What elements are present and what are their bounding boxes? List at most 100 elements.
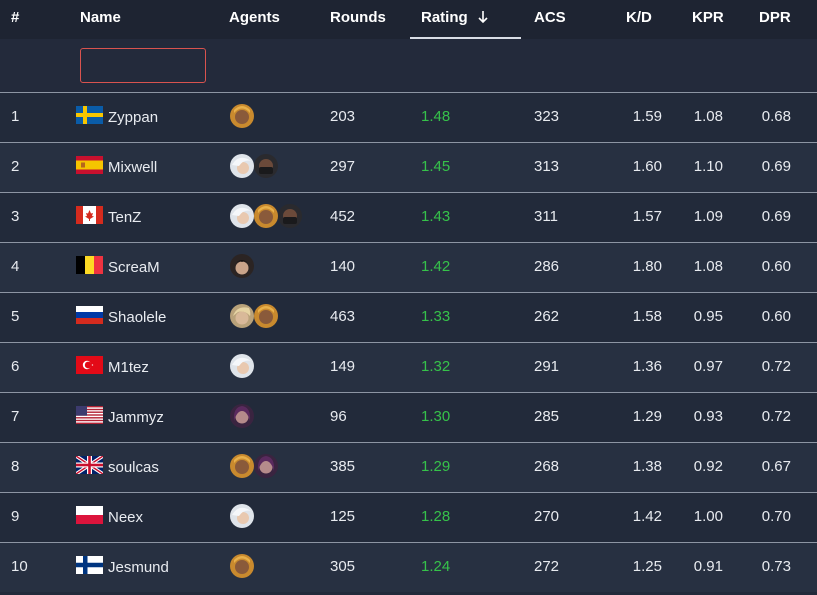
rounds-cell: 149 [330, 358, 356, 375]
yellow-hair-agent-icon [254, 204, 278, 228]
table-row: 3 TenZ 452 1.43 311 1.57 1.09 0.69 [0, 192, 817, 242]
header-rating[interactable]: Rating [421, 9, 468, 26]
rank-cell: 7 [11, 408, 20, 425]
rating-cell: 1.32 [421, 358, 451, 375]
dpr-cell: 0.73 [761, 558, 791, 575]
rounds-cell: 305 [330, 558, 356, 575]
player-name-link[interactable]: Shaolele [108, 309, 167, 326]
acs-cell: 268 [534, 458, 560, 475]
acs-cell: 311 [534, 208, 558, 225]
kpr-cell: 0.97 [693, 358, 723, 375]
rating-cell: 1.43 [421, 208, 451, 225]
blonde-agent-icon [230, 304, 254, 328]
kpr-cell: 1.10 [693, 158, 723, 175]
dpr-cell: 0.72 [761, 358, 791, 375]
yellow-hair-agent-icon [230, 104, 254, 128]
player-name-link[interactable]: Jesmund [108, 559, 169, 576]
table-row: 2 Mixwell 297 1.45 313 1.60 1.10 0.69 [0, 142, 817, 192]
acs-cell: 272 [534, 558, 560, 575]
sort-down-arrow-icon[interactable] [478, 10, 488, 24]
yellow-hair-agent-icon [230, 554, 254, 578]
flag-turkey-icon [76, 356, 103, 374]
kpr-cell: 1.08 [693, 258, 723, 275]
kd-cell: 1.29 [632, 408, 662, 425]
dpr-cell: 0.72 [761, 408, 791, 425]
rank-cell: 6 [11, 358, 20, 375]
player-name-link[interactable]: Mixwell [108, 159, 158, 176]
player-name-link[interactable]: soulcas [108, 459, 159, 476]
kpr-cell: 1.00 [693, 508, 723, 525]
kpr-cell: 0.92 [693, 458, 723, 475]
player-name-link[interactable]: ScreaM [108, 259, 160, 276]
rank-cell: 4 [11, 258, 20, 275]
rank-cell: 10 [11, 558, 28, 575]
header-name[interactable]: Name [80, 9, 121, 26]
kpr-cell: 0.93 [693, 408, 723, 425]
yellow-hair-agent-icon [230, 454, 254, 478]
flag-spain-icon [76, 156, 103, 174]
agents-cell [229, 403, 254, 429]
dpr-cell: 0.69 [761, 158, 791, 175]
filter-row [0, 39, 817, 92]
kpr-cell: 1.08 [693, 108, 723, 125]
acs-cell: 285 [534, 408, 560, 425]
dark-hair-agent-icon [230, 254, 254, 278]
rating-cell: 1.29 [421, 458, 451, 475]
agents-cell [229, 203, 302, 229]
player-name-link[interactable]: TenZ [108, 209, 142, 226]
table-row: 10 Jesmund 305 1.24 272 1.25 0.91 0.73 [0, 542, 817, 592]
acs-cell: 313 [534, 158, 560, 175]
dpr-cell: 0.60 [761, 308, 791, 325]
agents-cell [229, 303, 278, 329]
header-kpr[interactable]: KPR [692, 9, 724, 26]
table-row: 7 Jammyz 96 1.30 285 1.29 0.93 0.72 [0, 392, 817, 442]
rounds-cell: 203 [330, 108, 356, 125]
rank-cell: 1 [11, 108, 20, 125]
rounds-cell: 385 [330, 458, 356, 475]
masked-agent-icon [278, 204, 302, 228]
rating-cell: 1.42 [421, 258, 451, 275]
header-rounds[interactable]: Rounds [330, 9, 386, 26]
rating-cell: 1.30 [421, 408, 451, 425]
rating-cell: 1.45 [421, 158, 451, 175]
flag-belgium-icon [76, 256, 103, 274]
acs-cell: 270 [534, 508, 560, 525]
header-agents[interactable]: Agents [229, 9, 280, 26]
yellow-hair-agent-icon [254, 304, 278, 328]
header-dpr[interactable]: DPR [759, 9, 791, 26]
flag-poland-icon [76, 506, 103, 524]
header-kd[interactable]: K/D [626, 9, 652, 26]
agents-cell [229, 353, 254, 379]
flag-finland-icon [76, 556, 103, 574]
rank-cell: 3 [11, 208, 20, 225]
header-rank[interactable]: # [11, 9, 20, 26]
dpr-cell: 0.68 [761, 108, 791, 125]
flag-canada-icon [76, 206, 103, 224]
purple-agent-icon [254, 454, 278, 478]
white-hair-agent-icon [230, 504, 254, 528]
dpr-cell: 0.70 [761, 508, 791, 525]
player-name-link[interactable]: Neex [108, 509, 144, 526]
white-hair-agent-icon [230, 154, 254, 178]
kd-cell: 1.57 [632, 208, 662, 225]
player-name-link[interactable]: Jammyz [108, 409, 164, 426]
kpr-cell: 1.09 [693, 208, 723, 225]
rounds-cell: 96 [330, 408, 347, 425]
table-row: 5 Shaolele 463 1.33 262 1.58 0.95 0.60 [0, 292, 817, 342]
player-name-link[interactable]: Zyppan [108, 109, 159, 126]
name-filter-input[interactable] [80, 48, 206, 83]
rank-cell: 9 [11, 508, 20, 525]
rank-cell: 8 [11, 458, 20, 475]
table-row: 6 M1tez 149 1.32 291 1.36 0.97 0.72 [0, 342, 817, 392]
acs-cell: 286 [534, 258, 560, 275]
kd-cell: 1.42 [632, 508, 662, 525]
rounds-cell: 297 [330, 158, 356, 175]
player-name-link[interactable]: M1tez [108, 359, 149, 376]
table-body: 1 Zyppan 203 1.48 323 1.59 1.08 0.68 2 Mixwell 297… [0, 92, 817, 592]
sort-indicator [410, 37, 521, 39]
header-acs[interactable]: ACS [534, 9, 566, 26]
agents-cell [229, 553, 254, 579]
acs-cell: 262 [534, 308, 560, 325]
rounds-cell: 463 [330, 308, 356, 325]
kd-cell: 1.60 [632, 158, 662, 175]
